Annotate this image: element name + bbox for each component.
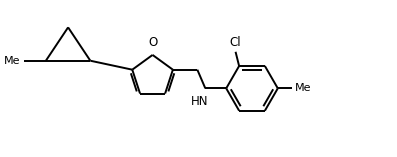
Text: Me: Me [4,56,21,66]
Text: HN: HN [191,95,209,108]
Text: Me: Me [295,83,312,93]
Text: O: O [148,36,157,49]
Text: Cl: Cl [230,36,241,49]
